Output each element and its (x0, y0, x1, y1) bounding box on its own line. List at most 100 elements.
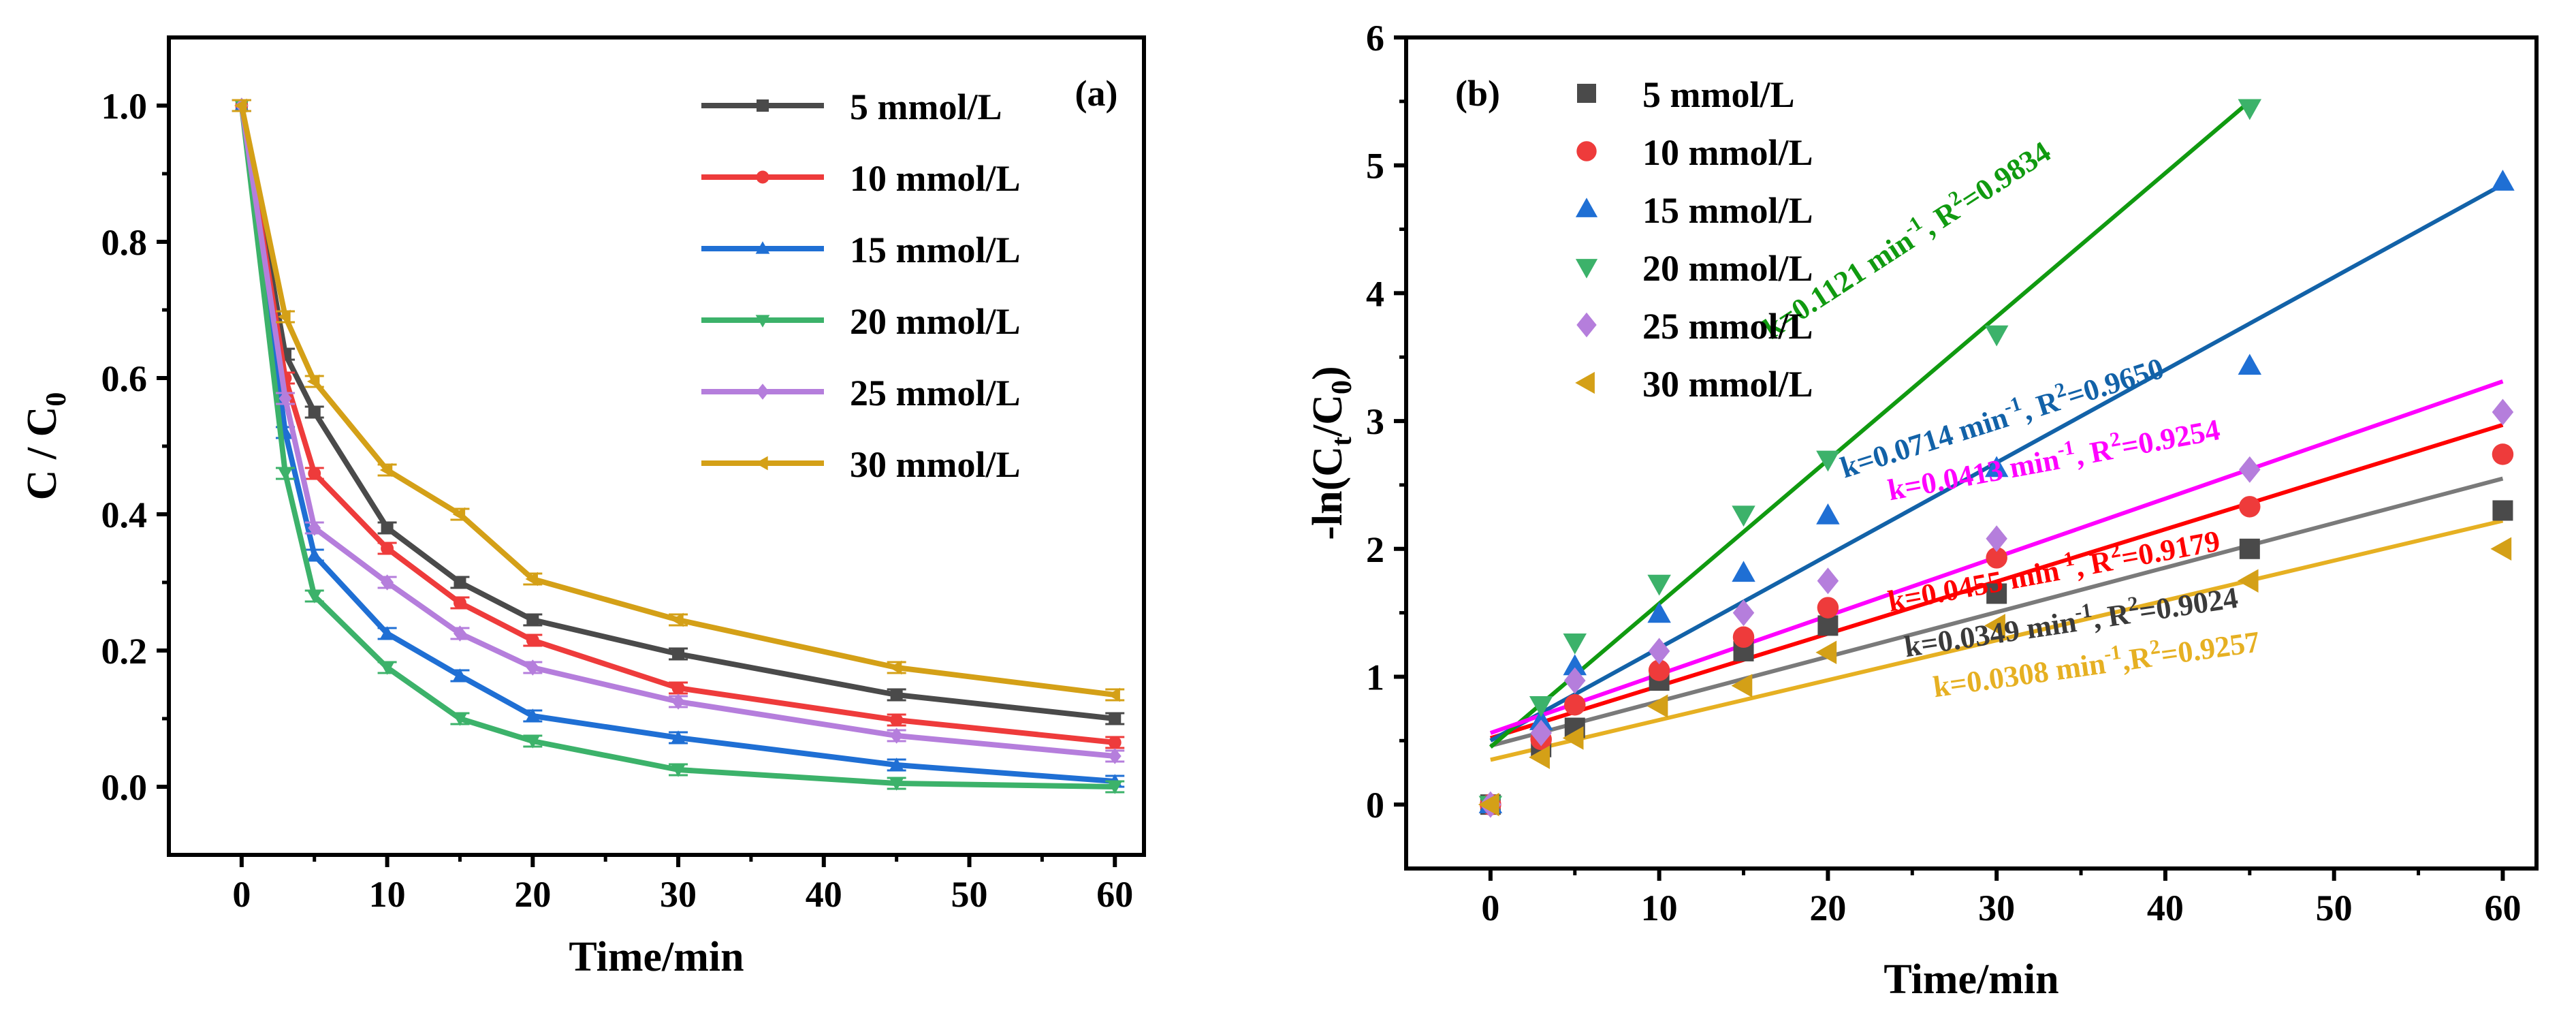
panel-a-data-point-10-mmol-l (308, 467, 321, 480)
panel-a-data-point-10-mmol-l (890, 713, 904, 727)
panel-b-legend-label-20-mmol-l: 20 mmol/L (1642, 248, 1813, 289)
panel-a-data-point-20-mmol-l (1107, 781, 1122, 794)
panel-b-data-point-20-mmol-l (1816, 450, 1840, 472)
panel-b-legend-label-15-mmol-l: 15 mmol/L (1642, 190, 1813, 231)
panel-a-data-point-30-mmol-l (1107, 687, 1120, 702)
panel-a-data-point-25-mmol-l (308, 520, 321, 536)
panel-a-data-point-20-mmol-l (525, 736, 540, 749)
panel-a-legend-label-15-mmol-l: 15 mmol/L (850, 230, 1021, 270)
panel-b-y-axis-title: -ln(Ct/C0) (1305, 366, 1358, 539)
svg-text:C / C0: C / C0 (19, 392, 72, 501)
panel-a-data-point-15-mmol-l (671, 730, 686, 743)
panel-a-x-tick-label: 60 (1096, 874, 1133, 915)
panel-b-legend-label-25-mmol-l: 25 mmol/L (1642, 306, 1813, 347)
panel-a-legend-label-10-mmol-l: 10 mmol/L (850, 158, 1021, 199)
panel-b-data-point-20-mmol-l (1563, 633, 1587, 655)
panel-b-data-point-25-mmol-l (2492, 398, 2514, 426)
panel-b-x-tick-label: 30 (1978, 888, 2015, 928)
panel-a-data-point-20-mmol-l (453, 713, 467, 726)
panel-a-legend-marker-20-mmol-l (755, 315, 770, 328)
panel-a-legend-marker-25-mmol-l (756, 384, 769, 400)
panel-a-y-tick-label: 0.2 (101, 631, 148, 672)
panel-a-legend-label-25-mmol-l: 25 mmol/L (850, 373, 1021, 413)
panel-b-data-point-30-mmol-l (1478, 792, 1499, 817)
panel-b-fit-annotation-part: -1 (2103, 641, 2122, 666)
panel-a-data-point-30-mmol-l (525, 572, 538, 586)
panel-b-legend-marker-25-mmol-l (1576, 312, 1597, 338)
panel-b-y-axis-title-part1: -ln(C (1305, 446, 1351, 540)
panel-b-legend-label-30-mmol-l: 30 mmol/L (1642, 364, 1813, 405)
panel-b-x-axis-title: Time/min (1883, 956, 2058, 1003)
panel-b-data-point-15-mmol-l (1732, 561, 1755, 582)
panel-b-x-tick-label: 40 (2147, 888, 2184, 928)
panel-b-legend-label-10-mmol-l: 10 mmol/L (1642, 132, 1813, 173)
panel-b-fit-annotation-part: ,R (2120, 640, 2154, 678)
panel-b-x-tick-label: 20 (1809, 888, 1846, 928)
panel-a-data-point-30-mmol-l (234, 98, 247, 113)
panel-b-fit-annotation-part: 2 (2148, 636, 2161, 659)
panel-a-data-point-20-mmol-l (889, 778, 904, 791)
panel-b-legend-marker-30-mmol-l (1575, 371, 1595, 394)
panel-a-y-tick-label: 0.8 (101, 222, 148, 263)
panel-b-data-point-30-mmol-l (1647, 694, 1668, 718)
panel-b-x-tick-label: 10 (1641, 888, 1678, 928)
panel-b-data-point-30-mmol-l (1731, 674, 1753, 698)
panel-b-data-point-30-mmol-l (1984, 614, 2005, 638)
panel-a-legend: 5 mmol/L 10 mmol/L 15 mmol/L 20 mmol/L 25 mm… (701, 87, 1021, 485)
panel-a-legend-marker-15-mmol-l (755, 241, 770, 254)
panel-b-data-point-15-mmol-l (1563, 654, 1587, 676)
panel-a-data-point-20-mmol-l (278, 468, 293, 481)
panel-a-data-point-25-mmol-l (1108, 748, 1122, 764)
panel-a-x-tick-label: 20 (514, 874, 551, 915)
panel-a-data-point-5-mmol-l (672, 648, 685, 660)
panel-b-data-point-15-mmol-l (1529, 709, 1553, 730)
panel-b-data-point-10-mmol-l (1732, 626, 1755, 648)
panel-a-data-point-15-mmol-l (453, 668, 467, 681)
panel-b-fit-annotation-part: , R (2090, 597, 2133, 636)
panel-b-data-point-20-mmol-l (1732, 505, 1755, 527)
panel-b-x-tick-label: 0 (1481, 888, 1499, 928)
panel-b-data-point-10-mmol-l (1648, 659, 1670, 681)
panel-a-data-point-25-mmol-l (526, 659, 539, 676)
panel-b-data-point-5-mmol-l (2492, 500, 2513, 521)
panel-a-data-point-20-mmol-l (307, 591, 322, 604)
panel-a-x-tick-label: 50 (951, 874, 988, 915)
panel-b-fit-annotation-part: 2 (2108, 428, 2122, 452)
panel-a-y-axis-title: C / C0 (19, 392, 72, 501)
panel-b-label: (b) (1455, 73, 1500, 114)
panel-b-y-tick-label: 4 (1366, 273, 1384, 314)
panel-a-y-tick-label: 0.6 (101, 358, 148, 399)
panel-b-data-point-15-mmol-l (2238, 354, 2262, 375)
panel-b-y-tick-label: 1 (1366, 657, 1384, 698)
panel-a-data-point-5-mmol-l (308, 406, 321, 418)
panel-b-data-point-10-mmol-l (2492, 443, 2514, 465)
panel-b-legend: 5 mmol/L 10 mmol/L 15 mmol/L 20 mmol/L 25 mm… (1575, 74, 1813, 405)
panel-a-x-tick-label: 40 (806, 874, 842, 915)
panel-b-y-tick-label: 5 (1366, 146, 1384, 187)
panel-a-data-point-5-mmol-l (454, 576, 466, 589)
panel-a-data-point-30-mmol-l (379, 463, 393, 478)
panel-b-legend-marker-5-mmol-l (1577, 84, 1596, 103)
panel-b-fit-line-30-mmol-l (1490, 518, 2504, 762)
panel-b-legend-marker-10-mmol-l (1576, 141, 1597, 161)
panel-b-fit-annotation-part: 2 (2108, 539, 2122, 563)
svg-text:-ln(Ct/C0): -ln(Ct/C0) (1305, 366, 1358, 539)
panel-b-data-point-15-mmol-l (2491, 170, 2515, 191)
panel-b-data-point-5-mmol-l (2239, 538, 2260, 559)
panel-a-data-point-5-mmol-l (1109, 713, 1122, 725)
panel-a-legend-label-5-mmol-l: 5 mmol/L (850, 87, 1002, 127)
panel-b-data-point-20-mmol-l (1984, 325, 2009, 347)
panel-b-data-point-10-mmol-l (1986, 547, 2007, 569)
panel-b-data-point-20-mmol-l (1529, 696, 1553, 717)
panel-b-data-point-15-mmol-l (1816, 503, 1840, 525)
panel-b-data-point-10-mmol-l (1564, 694, 1586, 716)
panel-a-data-point-25-mmol-l (890, 727, 904, 744)
panel-b-plot-frame (1404, 35, 2539, 871)
panel-a-data-point-5-mmol-l (890, 689, 903, 701)
panel-a-data-point-25-mmol-l (671, 693, 685, 710)
panel-a-data-point-25-mmol-l (454, 625, 466, 642)
panel-b-fit-annotation-part: -1 (2055, 436, 2076, 461)
panel-a-legend-label-20-mmol-l: 20 mmol/L (850, 301, 1021, 342)
panel-a-data-point-5-mmol-l (381, 522, 394, 534)
